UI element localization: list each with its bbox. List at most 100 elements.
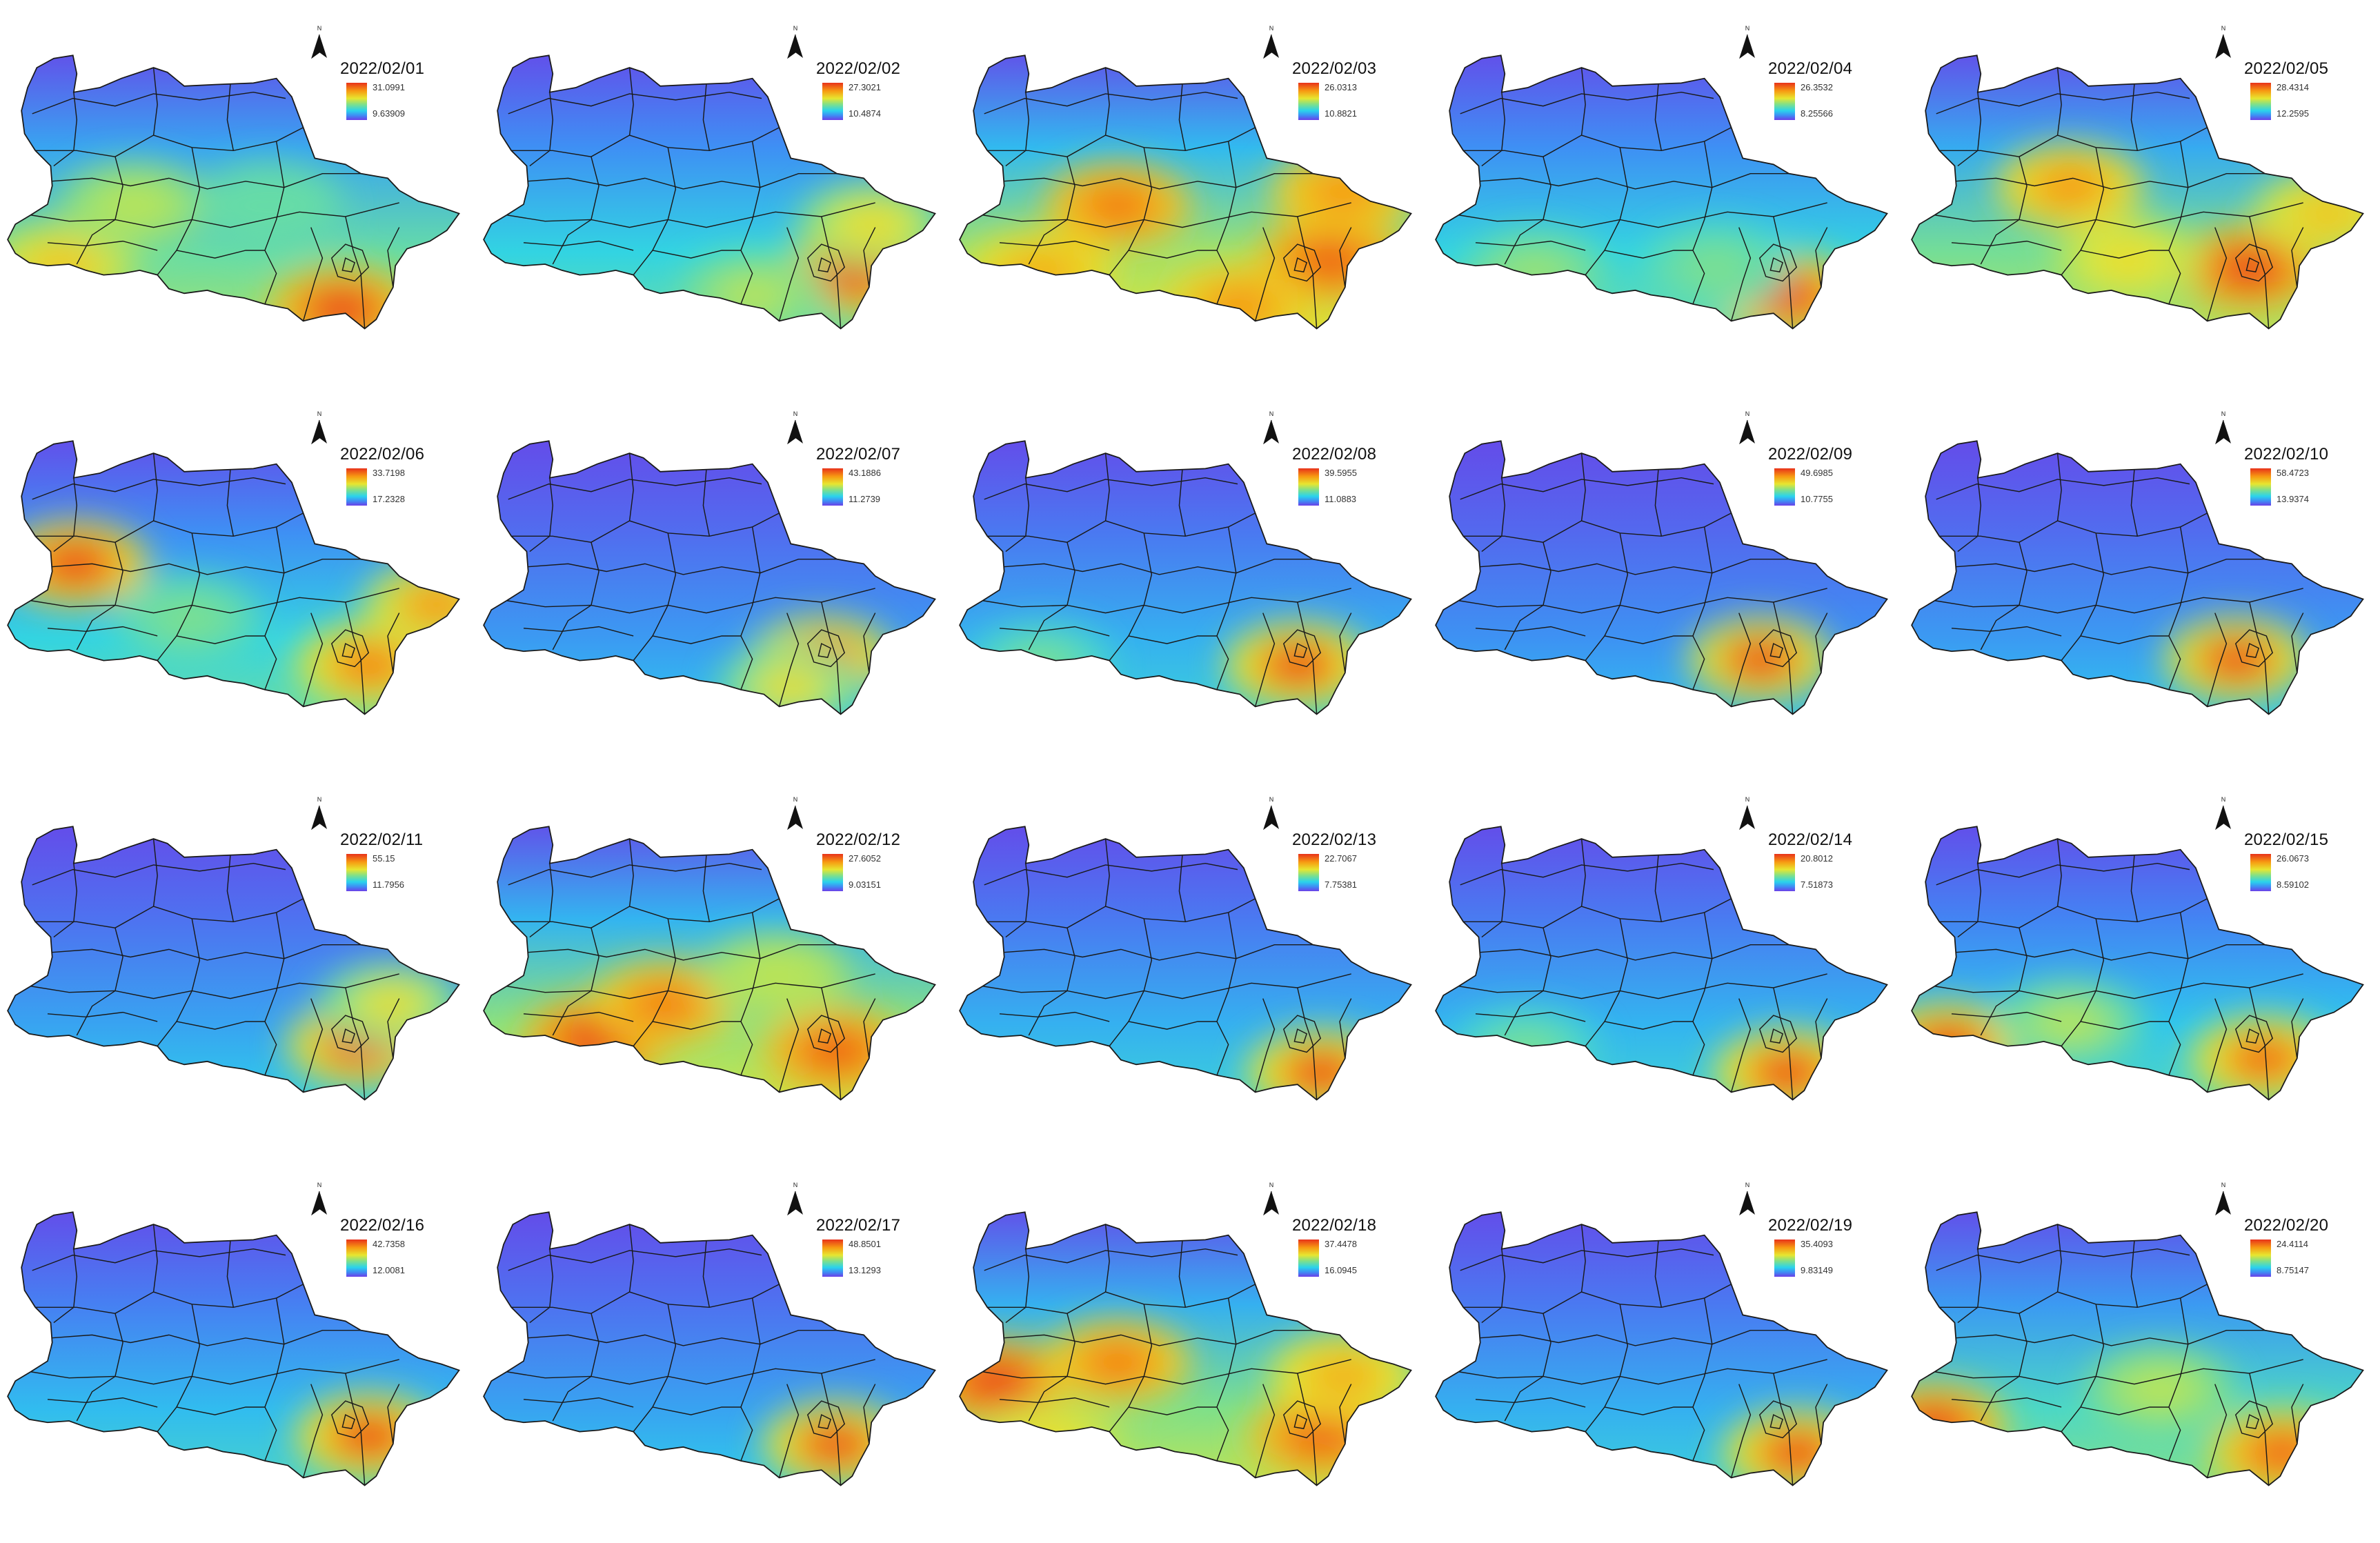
district-border: [1460, 512, 1732, 543]
map-date-title: 2022/02/13: [1292, 830, 1377, 849]
hotspot: [346, 1423, 391, 1449]
district-border: [1128, 1021, 1229, 1076]
district-border: [50, 172, 361, 190]
hotspot: [2106, 248, 2150, 273]
hotspot: [832, 261, 876, 287]
legend-max-value: 39.5955: [1325, 468, 1357, 478]
district-border: [1758, 629, 1798, 668]
north-label: N: [1269, 410, 1274, 417]
district-border: [2168, 1297, 2189, 1408]
legend-max-value: 42.7358: [373, 1239, 405, 1249]
district-border: [1580, 453, 1586, 521]
district-border: [778, 227, 800, 321]
region-outline: [959, 440, 1412, 715]
district-border: [2245, 257, 2260, 272]
legend-max-value: 55.15: [373, 853, 395, 864]
map-panel: N 2022/02/07 43.1886 11.2739: [476, 386, 952, 771]
district-border: [341, 257, 356, 272]
hotspot: [166, 606, 210, 632]
north-arrow-icon: N: [309, 1182, 330, 1216]
district-border: [1216, 526, 1237, 637]
district-border: [264, 912, 285, 1022]
district-border: [821, 987, 842, 1100]
map-date-title: 2022/02/15: [2244, 830, 2329, 849]
legend-min-value: 9.83149: [1801, 1265, 1833, 1275]
district-border: [330, 629, 370, 668]
district-border: [817, 643, 832, 658]
district-border: [32, 477, 286, 500]
legend-max-value: 20.8012: [1801, 853, 1833, 864]
district-border: [1005, 863, 1030, 938]
district-border: [2206, 998, 2228, 1093]
district-border: [1478, 944, 1789, 961]
heat-map: [1435, 440, 1888, 715]
district-border: [330, 1400, 370, 1439]
district-border: [628, 839, 634, 907]
district-border: [1936, 127, 2208, 157]
legend-min-value: 13.1293: [849, 1265, 881, 1275]
district-border: [508, 91, 762, 115]
legend-min-value: 9.63909: [373, 108, 405, 119]
map-panel: N 2022/02/04 26.3532 8.25566: [1428, 0, 1904, 386]
district-border: [821, 216, 842, 329]
region-outline: [7, 1211, 460, 1486]
district-border: [2056, 68, 2062, 136]
district-border: [1104, 839, 1110, 907]
district-border: [32, 862, 286, 886]
district-border: [226, 1241, 235, 1308]
hotspot: [997, 639, 1085, 690]
district-border: [506, 202, 875, 228]
district-border: [1692, 526, 1713, 637]
district-border: [1692, 141, 1713, 251]
district-border: [863, 1384, 876, 1444]
district-border: [32, 1248, 286, 1271]
district-border: [508, 512, 780, 543]
map-date-title: 2022/02/03: [1292, 59, 1377, 78]
district-border: [1773, 216, 1794, 329]
legend-max-value: 37.4478: [1325, 1239, 1357, 1249]
district-border: [1730, 998, 1752, 1093]
north-arrow-icon: N: [309, 410, 330, 445]
region-outline: [483, 1211, 936, 1486]
district-border: [2245, 1414, 2260, 1429]
district-border: [1460, 1248, 1714, 1271]
hotspot: [1774, 1440, 1819, 1466]
heat-map: [1435, 54, 1888, 330]
legend-min-value: 8.75147: [2277, 1265, 2309, 1275]
district-border: [1460, 91, 1714, 115]
district-border: [984, 477, 1238, 500]
legend-min-value: 7.51873: [1801, 879, 1833, 890]
district-border: [345, 216, 366, 329]
district-border: [2080, 1021, 2181, 1076]
district-border: [999, 240, 1110, 251]
hotspot: [1095, 1349, 1140, 1375]
legend-color-ramp: [1298, 854, 1319, 891]
district-border: [345, 987, 366, 1100]
hotspot: [977, 1402, 1123, 1486]
district-border: [526, 944, 837, 961]
district-border: [1758, 1015, 1798, 1053]
district-border: [778, 613, 800, 707]
hotspot: [2305, 201, 2349, 227]
hotspot: [1218, 294, 1262, 320]
district-border: [2080, 250, 2181, 305]
hotspot: [2241, 1046, 2286, 1072]
region-outline: [1435, 54, 1888, 330]
hotspot: [1298, 1059, 1343, 1086]
district-border: [1293, 643, 1308, 658]
map-date-title: 2022/02/05: [2244, 59, 2329, 78]
map-panel: N 2022/02/11 55.15 11.7956: [0, 771, 476, 1157]
heat-map: [1911, 826, 2364, 1101]
heat-map: [1435, 826, 1888, 1101]
district-border: [1815, 613, 1828, 673]
district-border: [1282, 1015, 1322, 1053]
district-border: [1216, 912, 1237, 1022]
hotspot: [968, 622, 1114, 708]
map-date-title: 2022/02/17: [816, 1216, 901, 1235]
north-label: N: [317, 25, 322, 32]
district-border: [1178, 84, 1187, 151]
district-border: [863, 227, 876, 288]
district-border: [1297, 601, 1318, 715]
north-label: N: [317, 796, 322, 803]
district-border: [1002, 944, 1313, 961]
